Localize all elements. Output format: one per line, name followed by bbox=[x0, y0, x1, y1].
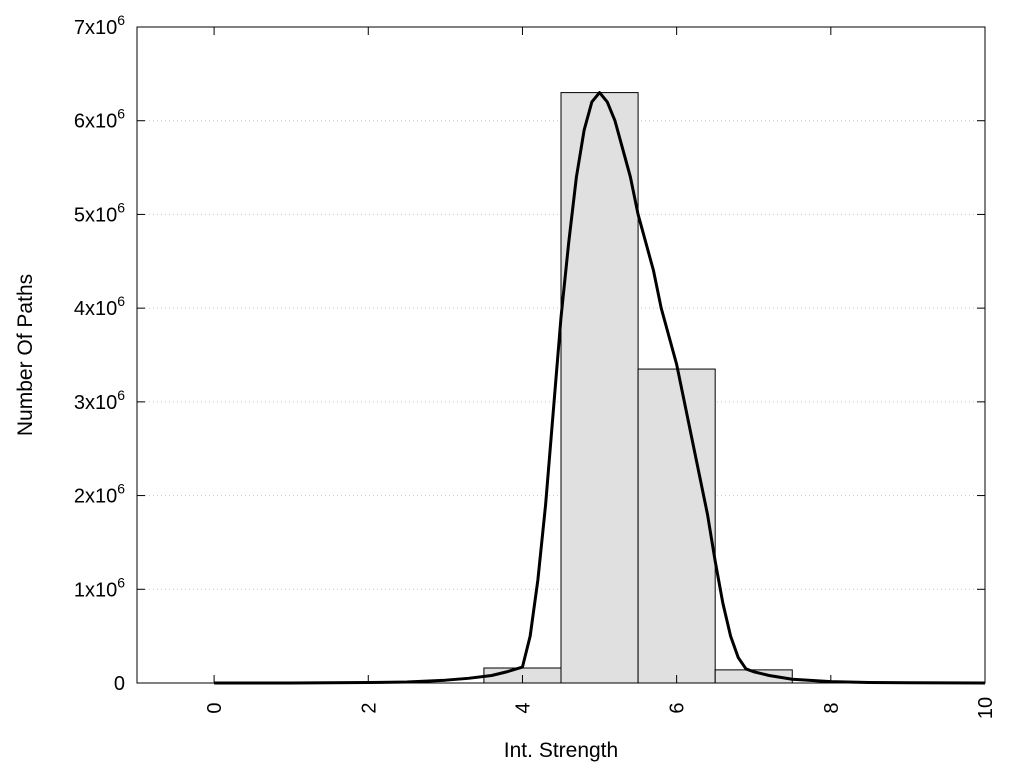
y-tick-label-1: 1x106 bbox=[74, 574, 125, 601]
x-axis-title: Int. Strength bbox=[504, 739, 618, 762]
x-tick-label-1: 2 bbox=[358, 702, 380, 713]
y-tick-label-7: 7x106 bbox=[74, 12, 125, 39]
y-tick-label-4: 4x106 bbox=[74, 293, 125, 320]
y-axis-title: Number Of Paths bbox=[14, 274, 37, 436]
bar-5 bbox=[560, 92, 639, 684]
y-tick-label-6: 6x106 bbox=[74, 106, 125, 133]
y-axis-ticks: 0 1x106 2x106 3x106 4x106 5x106 6x106 7x106 bbox=[74, 12, 985, 695]
y-tick-label-2: 2x106 bbox=[74, 481, 125, 508]
y-tick-label-0: 0 bbox=[114, 673, 125, 695]
x-tick-label-0: 0 bbox=[204, 702, 226, 713]
x-tick-label-3: 6 bbox=[667, 702, 689, 713]
x-tick-label-4: 8 bbox=[821, 702, 843, 713]
y-tick-label-5: 5x106 bbox=[74, 199, 125, 226]
bar-6 bbox=[637, 368, 716, 684]
x-axis-ticks: 0 2 4 6 8 10 bbox=[204, 27, 997, 719]
fit-curve bbox=[214, 91, 986, 685]
y-tick-label-3: 3x106 bbox=[74, 387, 125, 414]
plot-frame bbox=[136, 26, 986, 684]
x-tick-label-2: 4 bbox=[512, 702, 534, 713]
x-tick-label-5: 10 bbox=[975, 697, 997, 719]
